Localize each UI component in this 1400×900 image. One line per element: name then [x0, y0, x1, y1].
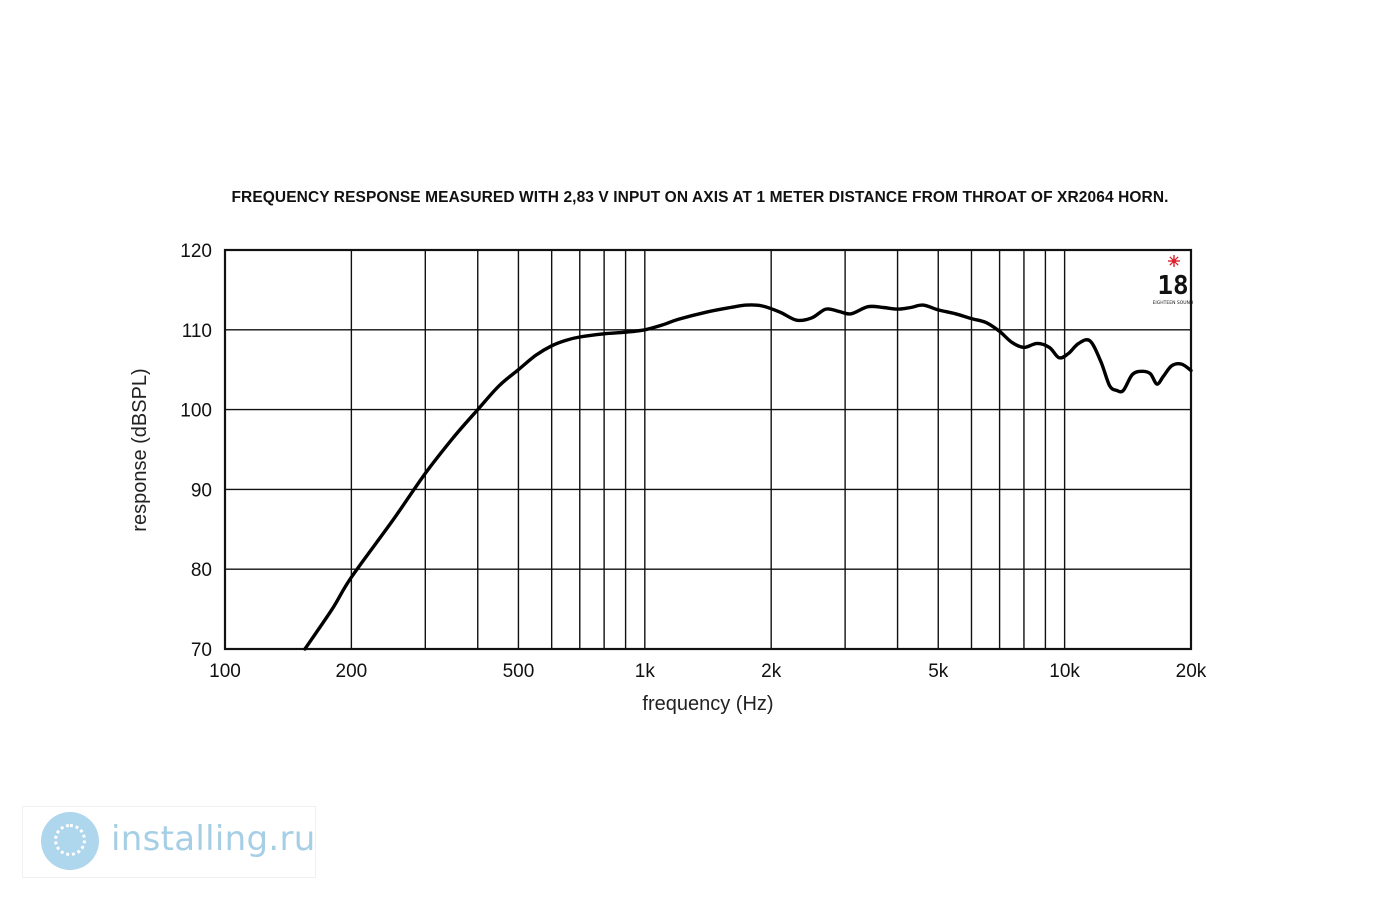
x-tick-label: 5k: [928, 661, 949, 682]
grid-vertical-lines: [350, 250, 1066, 649]
x-tick-label: 100: [209, 661, 241, 682]
data-point: [761, 305, 763, 307]
data-point: [477, 408, 479, 410]
data-point: [603, 333, 605, 335]
data-point: [1171, 365, 1173, 367]
brand-logo: 18 EIGHTEEN SOUND: [1153, 255, 1194, 306]
data-point: [746, 304, 748, 306]
data-point: [779, 311, 781, 313]
x-tick-label: 20k: [1176, 661, 1207, 682]
data-point: [896, 308, 898, 310]
x-tick-label: 2k: [761, 661, 782, 682]
data-point: [565, 339, 567, 341]
y-tick-label: 90: [191, 480, 212, 501]
data-point: [304, 648, 306, 650]
data-point: [1108, 385, 1110, 387]
y-tick-label: 70: [191, 640, 212, 661]
data-point: [811, 317, 813, 319]
data-point: [910, 306, 912, 308]
data-point: [1122, 389, 1124, 391]
data-point: [1058, 357, 1060, 359]
data-point: [644, 329, 646, 331]
watermark-text: installing.ru: [111, 819, 316, 859]
data-point: [391, 520, 393, 522]
y-tick-label: 120: [180, 241, 212, 262]
data-point: [1078, 342, 1080, 344]
x-tick-label: 200: [336, 661, 368, 682]
y-axis-label: response (dBSPL): [129, 368, 151, 531]
data-point: [1190, 369, 1192, 371]
data-point: [624, 331, 626, 333]
data-point: [1036, 342, 1038, 344]
data-point: [937, 309, 939, 311]
data-point: [661, 324, 663, 326]
data-point: [867, 306, 869, 308]
data-point: [1131, 373, 1133, 375]
data-point: [838, 310, 840, 312]
x-tick-label: 500: [503, 661, 535, 682]
data-point: [1156, 383, 1158, 385]
data-point: [331, 608, 333, 610]
chart-title: FREQUENCY RESPONSE MEASURED WITH 2,83 V …: [231, 189, 1169, 206]
data-point: [535, 354, 537, 356]
data-point: [1023, 346, 1025, 348]
plot-frame: [223, 248, 1193, 651]
data-point: [1141, 370, 1143, 372]
x-tick-labels: 100 200 500 1k 2k 5k 10k 20k: [209, 661, 1207, 682]
data-point: [517, 369, 519, 371]
grid-horizontal-lines: [225, 329, 1191, 570]
data-point: [998, 330, 1000, 332]
data-point: [1011, 341, 1013, 343]
data-point: [705, 311, 707, 313]
data-point: [954, 313, 956, 315]
data-point: [1162, 375, 1164, 377]
x-axis-label: frequency (Hz): [642, 693, 773, 715]
watermark: installing.ru: [22, 806, 316, 878]
data-point: [452, 436, 454, 438]
data-point: [922, 304, 924, 306]
logo-number: 18: [1157, 271, 1188, 301]
data-point: [825, 308, 827, 310]
data-point: [350, 576, 352, 578]
data-point: [850, 313, 852, 315]
installing-logo-icon: [41, 812, 99, 870]
data-point: [1100, 361, 1102, 363]
data-point: [677, 318, 679, 320]
data-point: [882, 306, 884, 308]
logo-caption: EIGHTEEN SOUND: [1153, 300, 1194, 306]
data-point: [796, 319, 798, 321]
y-tick-label: 80: [191, 560, 212, 581]
x-tick-label: 10k: [1049, 661, 1080, 682]
data-point: [729, 306, 731, 308]
data-point: [1180, 363, 1182, 365]
data-point: [551, 345, 553, 347]
x-tick-label: 1k: [635, 661, 656, 682]
data-point: [498, 385, 500, 387]
data-point: [1067, 353, 1069, 355]
data-point: [1048, 346, 1050, 348]
star-burst-icon: [1168, 255, 1180, 267]
data-point: [970, 317, 972, 319]
data-point: [1115, 389, 1117, 391]
data-point: [579, 336, 581, 338]
y-tick-label: 110: [182, 321, 212, 342]
data-point: [1149, 373, 1151, 375]
y-tick-label: 100: [180, 401, 212, 422]
data-point: [424, 472, 426, 474]
frequency-response-line: [303, 303, 1193, 651]
y-tick-labels: 70 80 90 100 110 120: [180, 241, 212, 661]
data-point: [985, 321, 987, 323]
data-point: [1089, 340, 1091, 342]
